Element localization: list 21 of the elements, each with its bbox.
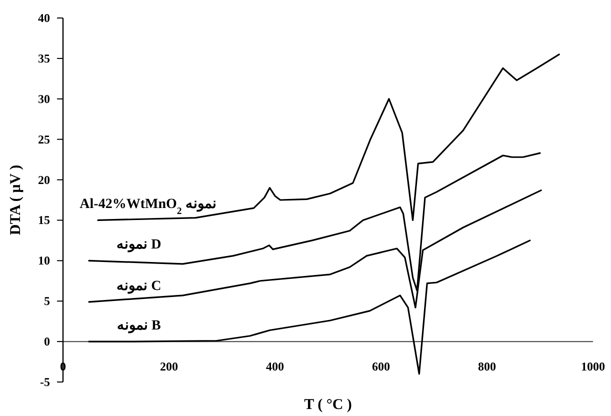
x-tick-label: 1000 <box>581 360 605 374</box>
y-axis-title: DTA ( µV ) <box>8 164 24 236</box>
y-tick-label: 25 <box>38 132 50 146</box>
y-tick-label: 15 <box>38 213 50 228</box>
series-label: نمونه D <box>116 238 162 253</box>
y-tick-label: 20 <box>38 172 50 187</box>
y-tick-label: -5 <box>40 375 50 389</box>
y-tick-label: 5 <box>44 294 50 308</box>
x-tick-label: 800 <box>478 360 496 374</box>
y-tick-label: 0 <box>44 334 50 349</box>
y-tick-label: 30 <box>38 92 50 106</box>
y-tick-label: 40 <box>38 11 50 25</box>
x-tick-label: 200 <box>160 360 178 374</box>
line-series <box>88 240 531 375</box>
series-label: نمونه C <box>116 278 162 294</box>
series-label: نمونه B <box>117 318 161 334</box>
x-axis-title: T ( °C ) <box>304 397 352 413</box>
y-tick-label: 35 <box>38 51 50 66</box>
x-tick-label: 400 <box>266 360 284 374</box>
y-tick-label: 10 <box>38 254 50 268</box>
x-tick-label: 600 <box>372 360 390 374</box>
